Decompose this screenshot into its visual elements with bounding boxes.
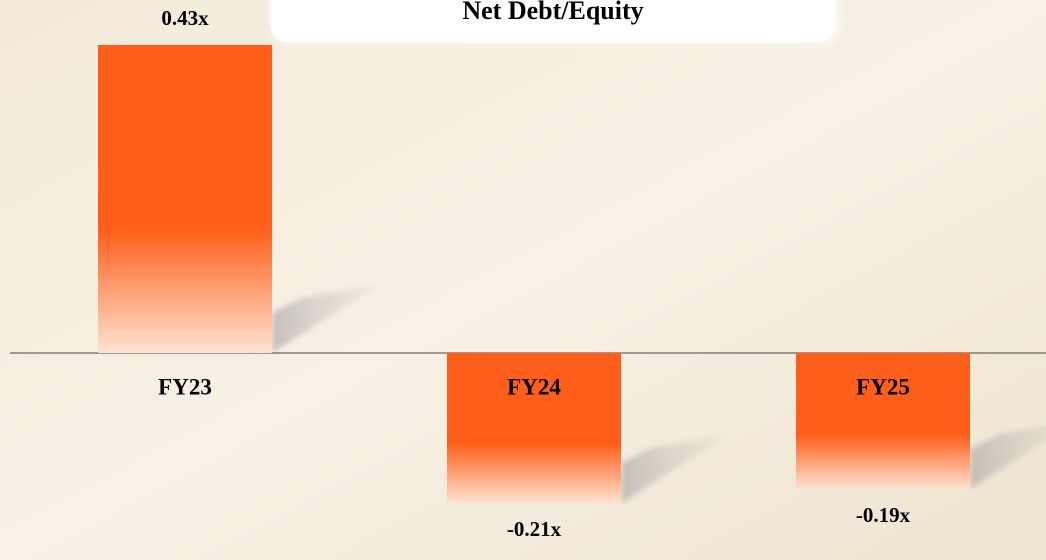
bar-shadow — [621, 433, 731, 504]
bar-shadow — [272, 283, 382, 353]
bar — [447, 353, 621, 504]
value-label: -0.21x — [507, 517, 562, 541]
value-label: 0.43x — [161, 6, 209, 30]
title-box — [270, 0, 835, 42]
bar — [98, 45, 272, 353]
category-label: FY25 — [856, 374, 910, 399]
value-label: -0.19x — [856, 503, 911, 527]
bar — [796, 353, 970, 490]
bar-shadow — [970, 425, 1046, 490]
chart-title: Net Debt/Equity — [462, 0, 643, 25]
category-label: FY24 — [507, 374, 561, 399]
category-label: FY23 — [158, 374, 212, 399]
